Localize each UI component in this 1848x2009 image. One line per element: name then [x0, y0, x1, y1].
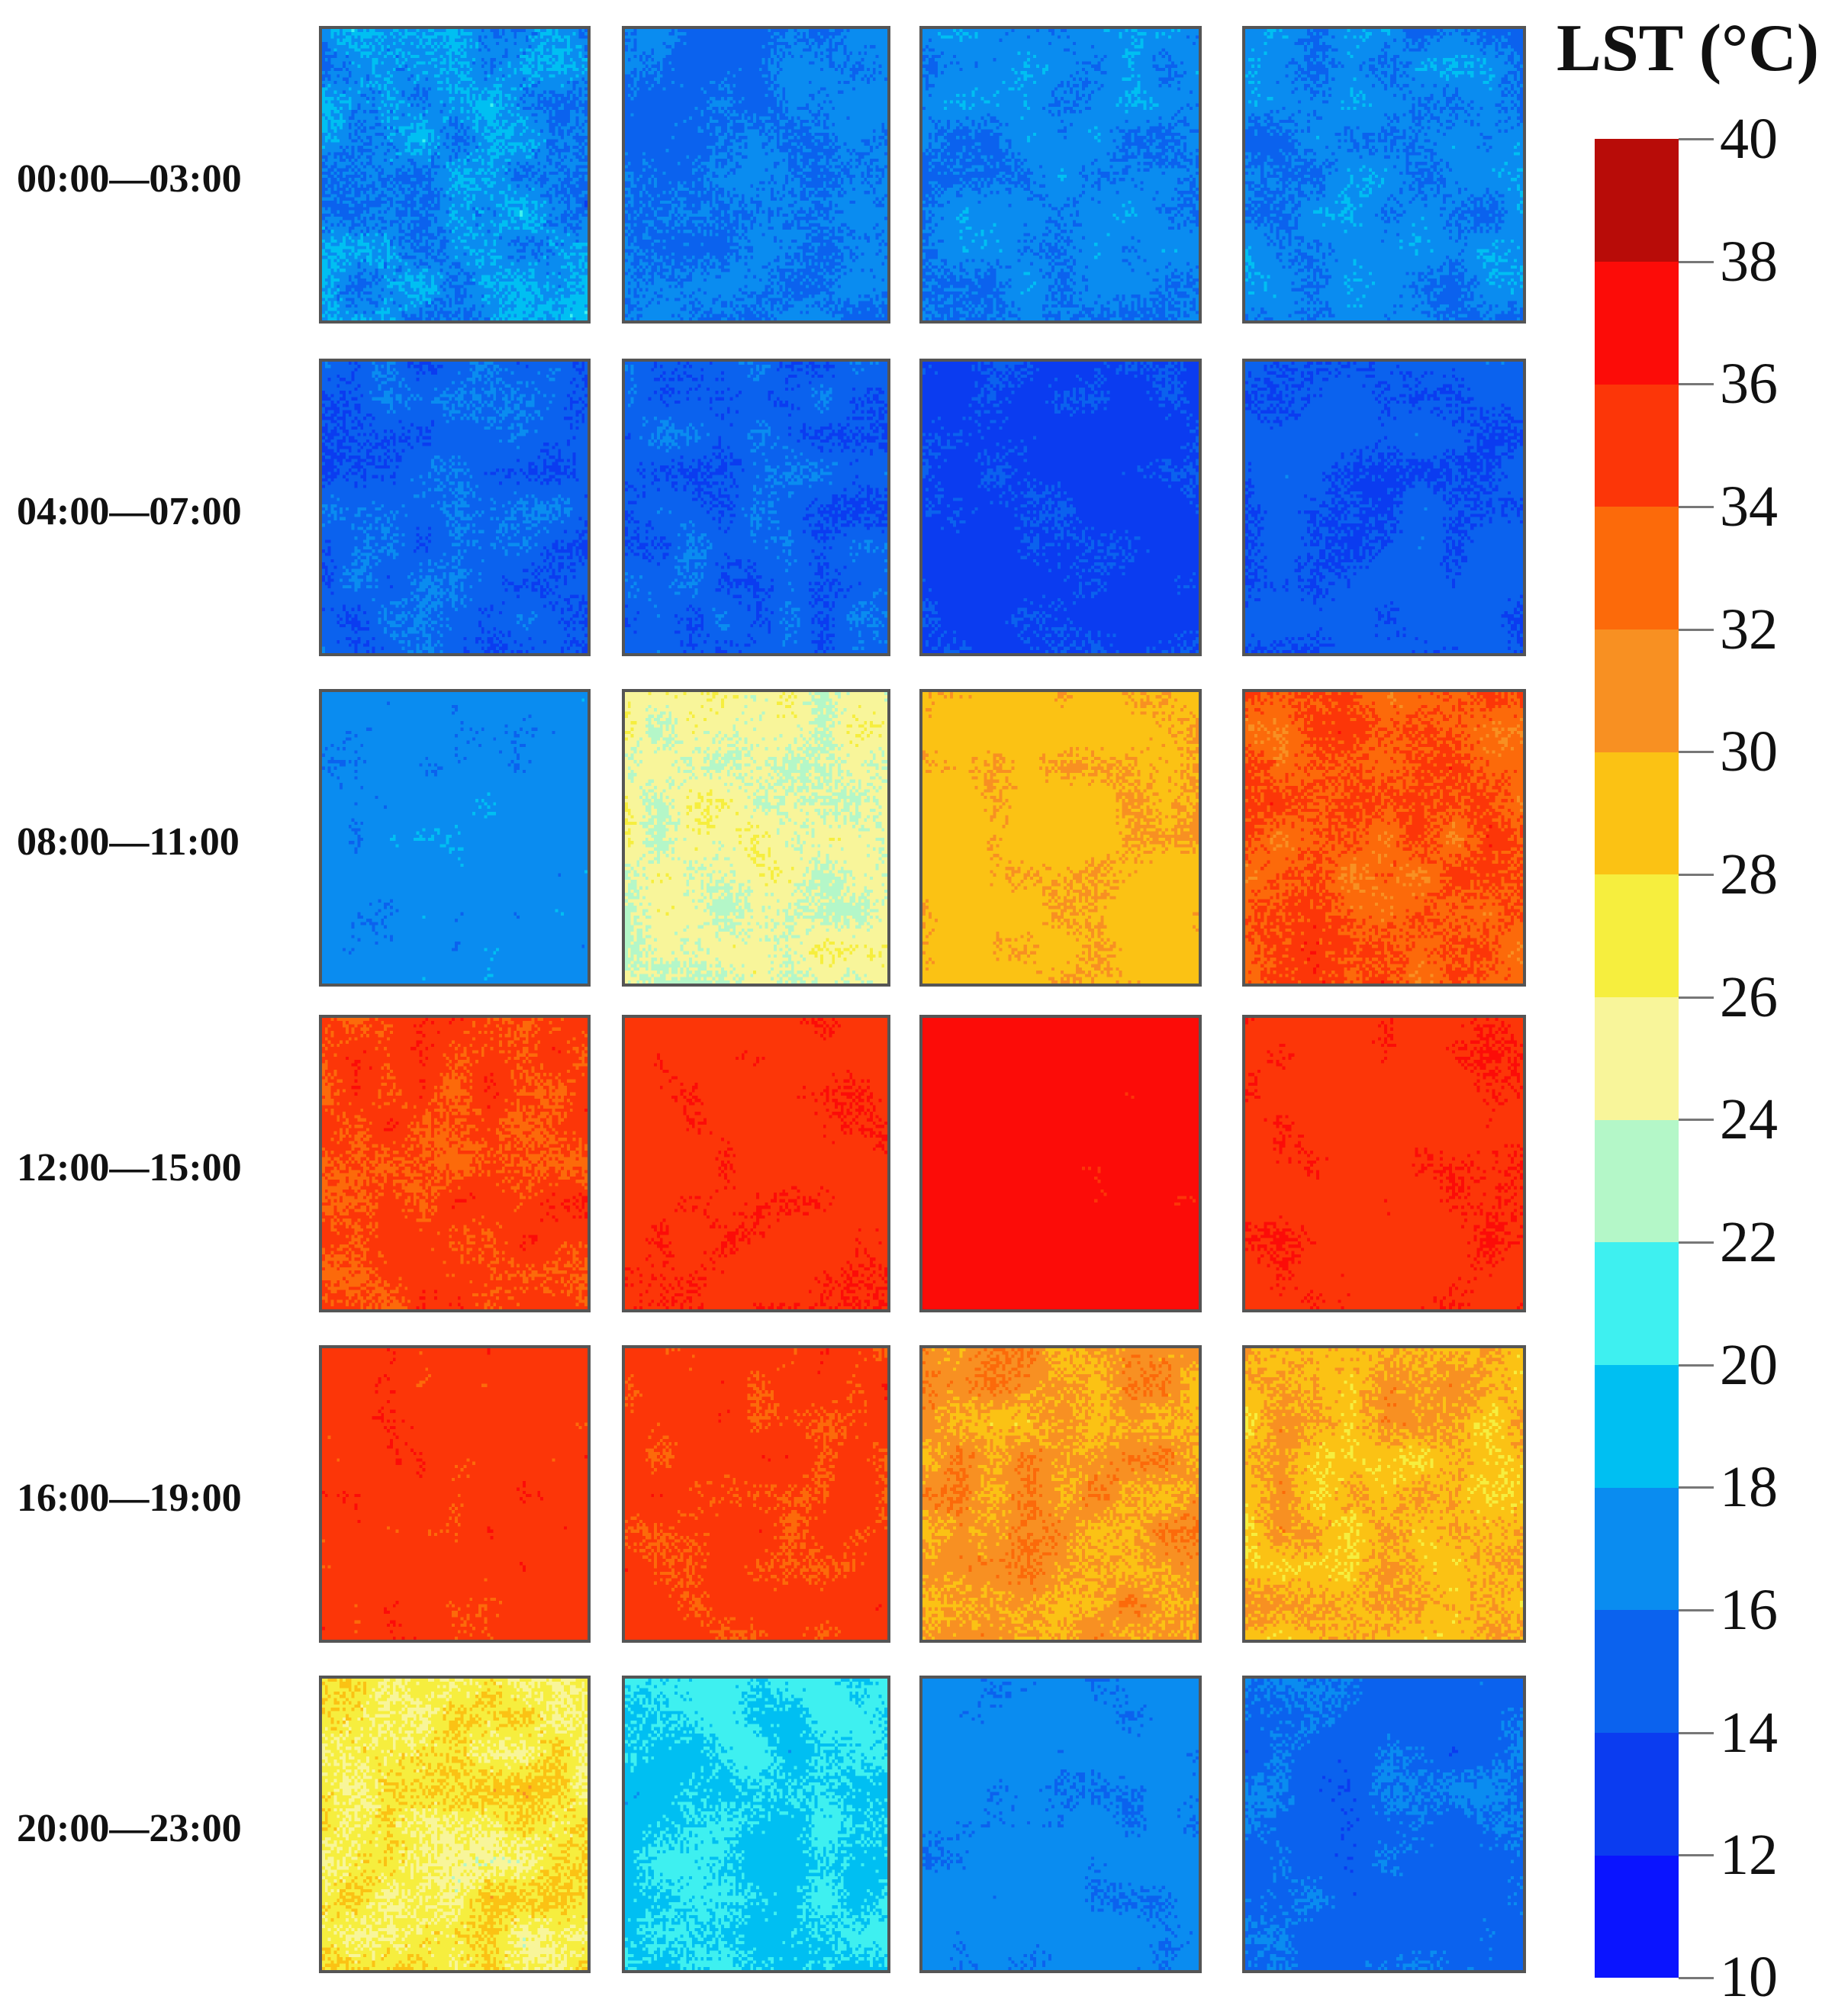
colorbar-tick [1679, 1363, 1714, 1367]
colorbar-segment [1595, 996, 1679, 1120]
row-label: 08:00—11:00 [17, 820, 240, 864]
colorbar-tick-label: 16 [1720, 1578, 1778, 1642]
colorbar-tick [1679, 1241, 1714, 1244]
colorbar-tick-label: 24 [1720, 1087, 1778, 1152]
lst-panel [919, 689, 1202, 987]
colorbar-segment [1595, 1610, 1679, 1734]
colorbar-tick [1679, 628, 1714, 631]
colorbar-tick-label: 26 [1720, 964, 1778, 1029]
colorbar-tick-label: 18 [1720, 1455, 1778, 1520]
colorbar-tick [1679, 1609, 1714, 1611]
colorbar-tick-label: 34 [1720, 475, 1778, 539]
lst-panel [1242, 359, 1526, 656]
colorbar-tick [1679, 138, 1714, 140]
colorbar-segment [1595, 752, 1679, 875]
row-label: 20:00—23:00 [17, 1807, 242, 1850]
colorbar-tick [1679, 260, 1714, 263]
colorbar-segment [1595, 261, 1679, 385]
lst-panel [622, 359, 890, 656]
colorbar-segment [1595, 874, 1679, 998]
colorbar-segment [1595, 629, 1679, 752]
colorbar-tick [1679, 506, 1714, 508]
lst-panel [319, 1676, 591, 1973]
lst-panel [919, 26, 1202, 324]
colorbar-segment [1595, 384, 1679, 507]
colorbar-tick [1679, 1486, 1714, 1489]
lst-panel [319, 26, 591, 324]
colorbar-tick [1679, 1119, 1714, 1122]
lst-panel [622, 26, 890, 324]
colorbar-tick-label: 22 [1720, 1210, 1778, 1274]
lst-panel [919, 1676, 1202, 1973]
colorbar-tick-label: 36 [1720, 352, 1778, 417]
lst-panel [319, 689, 591, 987]
colorbar-segment [1595, 1487, 1679, 1611]
lst-panel [1242, 26, 1526, 324]
lst-panel [1242, 1015, 1526, 1312]
lst-panel [919, 1345, 1202, 1643]
lst-panel [319, 1345, 591, 1643]
lst-panel [319, 1015, 591, 1312]
lst-panel [622, 1015, 890, 1312]
lst-panel [622, 1345, 890, 1643]
colorbar [1595, 139, 1679, 1978]
lst-panel [622, 689, 890, 987]
lst-panel [622, 1676, 890, 1973]
colorbar-segment [1595, 507, 1679, 630]
colorbar-tick [1679, 874, 1714, 876]
row-label: 16:00—19:00 [17, 1476, 242, 1520]
lst-panel [319, 359, 591, 656]
lst-panel [1242, 1676, 1526, 1973]
lst-panel [1242, 689, 1526, 987]
colorbar-tick-label: 30 [1720, 720, 1778, 784]
row-label: 00:00—03:00 [17, 157, 242, 201]
colorbar-tick-label: 32 [1720, 597, 1778, 662]
colorbar-tick [1679, 383, 1714, 386]
colorbar-tick [1679, 1854, 1714, 1857]
lst-panel [1242, 1345, 1526, 1643]
colorbar-tick [1679, 1977, 1714, 1979]
colorbar-tick [1679, 996, 1714, 999]
colorbar-segment [1595, 1364, 1679, 1488]
colorbar-segment [1595, 1242, 1679, 1366]
colorbar-tick [1679, 1731, 1714, 1734]
colorbar-segment [1595, 1119, 1679, 1243]
row-label: 12:00—15:00 [17, 1146, 242, 1190]
colorbar-tick-label: 20 [1720, 1332, 1778, 1397]
colorbar-segment [1595, 1855, 1679, 1978]
colorbar-segment [1595, 1732, 1679, 1856]
colorbar-tick-label: 10 [1720, 1945, 1778, 2009]
colorbar-tick-label: 14 [1720, 1700, 1778, 1765]
colorbar-segment [1595, 139, 1679, 262]
row-label: 04:00—07:00 [17, 490, 242, 533]
colorbar-title: LST (°C) [1557, 11, 1820, 85]
colorbar-tick-label: 40 [1720, 107, 1778, 171]
colorbar-tick [1679, 751, 1714, 754]
lst-panel [919, 359, 1202, 656]
lst-panel [919, 1015, 1202, 1312]
colorbar-tick-label: 12 [1720, 1823, 1778, 1888]
colorbar-tick-label: 28 [1720, 842, 1778, 906]
colorbar-tick-label: 38 [1720, 229, 1778, 294]
